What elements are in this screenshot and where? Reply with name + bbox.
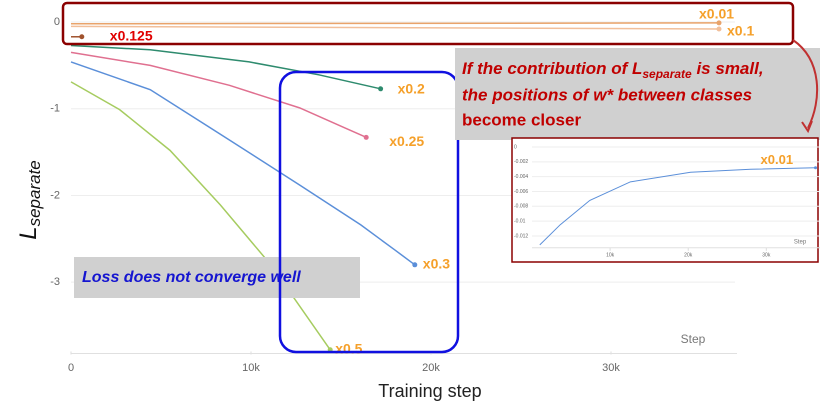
x-tick-label: 10k xyxy=(242,362,260,374)
series-label: x0.01 xyxy=(761,152,794,167)
callout-part: is small, xyxy=(692,59,764,78)
x-tick-label: 30k xyxy=(602,362,620,374)
callout-part: separate xyxy=(642,67,692,81)
series-line xyxy=(70,22,720,25)
series-line xyxy=(70,25,720,30)
series-label: x0.1 xyxy=(727,23,754,39)
series-line xyxy=(539,167,816,246)
axis-note: Step xyxy=(681,332,706,346)
x-tick-label: 20k xyxy=(422,362,440,374)
x-tick-label: 20k xyxy=(684,252,693,258)
callout-box xyxy=(455,48,820,140)
y-tick-label: -0.012 xyxy=(514,233,528,239)
y-tick-label: -0.004 xyxy=(514,174,528,180)
x-tick-label: 10k xyxy=(606,252,615,258)
end-point xyxy=(378,86,384,92)
callout-text: the positions of w* between classes xyxy=(462,85,752,104)
highlight-box xyxy=(278,70,460,354)
arrow-head xyxy=(801,120,813,134)
y-tick-label: -0.002 xyxy=(514,159,528,165)
y-tick-label: -0.01 xyxy=(514,218,526,224)
callout-part: If the contribution of xyxy=(462,59,632,78)
end-point xyxy=(716,26,722,32)
note-box xyxy=(74,257,360,298)
series-label: x0.25 xyxy=(389,133,424,149)
series-label: x0.5 xyxy=(335,340,362,356)
x-tick-label: 30k xyxy=(762,252,771,258)
callout-text: If the contribution of Lseparate is smal… xyxy=(462,59,764,81)
inset-frame xyxy=(511,137,819,263)
y-tick-label: -0.006 xyxy=(514,189,528,195)
x-tick-label: 0 xyxy=(68,362,74,374)
series-line xyxy=(70,51,367,139)
end-point xyxy=(363,134,369,140)
series-line xyxy=(70,61,416,266)
y-tick-label: -2 xyxy=(50,189,60,201)
y-axis-title: Lseparate xyxy=(15,160,44,240)
y-tick-label: -3 xyxy=(50,276,60,288)
end-point xyxy=(716,20,722,26)
series-label: x0.01 xyxy=(699,6,734,22)
end-point xyxy=(814,166,818,170)
x-axis-title: Training step xyxy=(378,381,481,401)
series-line xyxy=(70,44,381,90)
arrow xyxy=(792,39,819,129)
y-tick-label: -0.008 xyxy=(514,204,528,210)
y-tick-label: 0 xyxy=(54,16,60,28)
callout-text: become closer xyxy=(462,110,581,129)
series-label: x0.2 xyxy=(398,81,425,97)
note-text: Loss does not converge well xyxy=(82,269,301,286)
y-tick-label: -1 xyxy=(50,103,60,115)
inset-chart: 0 -0.002 -0.004 -0.006 -0.008 -0.01 -0.012 10k 2… xyxy=(514,144,820,258)
series-label: x0.125 xyxy=(110,27,153,43)
y-tick-label: 0 xyxy=(514,144,517,150)
y-axis-symbol: L xyxy=(15,226,42,239)
axis-note: Step xyxy=(794,240,807,246)
end-point xyxy=(412,262,418,268)
end-point xyxy=(79,34,85,40)
series-label: x0.3 xyxy=(423,256,450,272)
callout-part: L xyxy=(632,59,642,78)
y-axis-subscript: separate xyxy=(25,160,44,226)
highlight-box xyxy=(61,1,795,46)
